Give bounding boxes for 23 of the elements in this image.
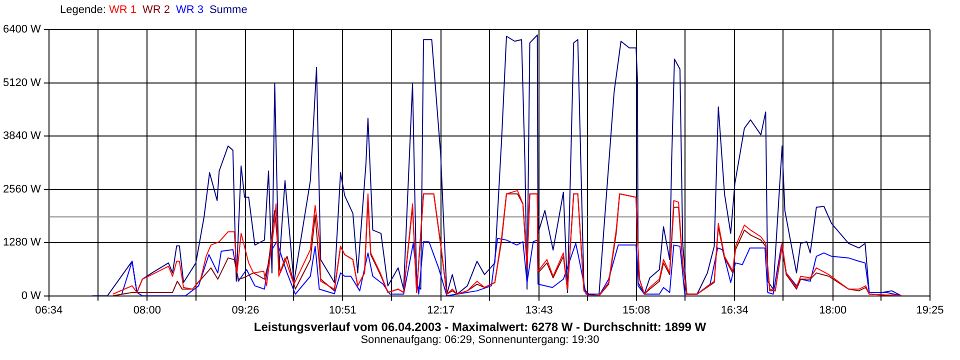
text: Summe — [209, 4, 248, 16]
x-tick-label: 08:00 — [133, 304, 161, 316]
text: Sonnenaufgang: 06:29, Sonnenuntergang: 19:30 — [360, 334, 600, 346]
text: WR 3 — [176, 4, 204, 16]
x-tick-label: 18:00 — [819, 304, 847, 316]
x-tick-label: 15:08 — [622, 304, 650, 316]
text: WR 1 — [108, 4, 136, 16]
y-tick-label: 5120 W — [2, 76, 42, 89]
x-tick-label: 16:34 — [720, 304, 748, 316]
y-tick-label: 3840 W — [2, 130, 42, 142]
y-tick-label: 0 W — [21, 290, 42, 302]
x-tick-label: 13:43 — [525, 304, 553, 316]
x-tick-label: 09:26 — [232, 304, 260, 316]
x-tick-label: 10:51 — [328, 304, 356, 316]
y-tick-label: 1280 W — [2, 236, 42, 249]
legend-title: Legende: — [60, 4, 107, 16]
x-tick-label: 12:17 — [427, 304, 455, 316]
y-tick-label: 2560 W — [2, 183, 42, 196]
x-tick-label: 06:34 — [35, 304, 63, 316]
text: Leistungsverlauf vom 06.04.2003 - Maximalwert: 6278 W - Durchschnitt: 1899 W — [252, 320, 708, 334]
x-tick-label: 19:25 — [916, 304, 944, 316]
y-tick-label: 6400 W — [2, 24, 42, 36]
text: WR 2 — [142, 4, 170, 16]
